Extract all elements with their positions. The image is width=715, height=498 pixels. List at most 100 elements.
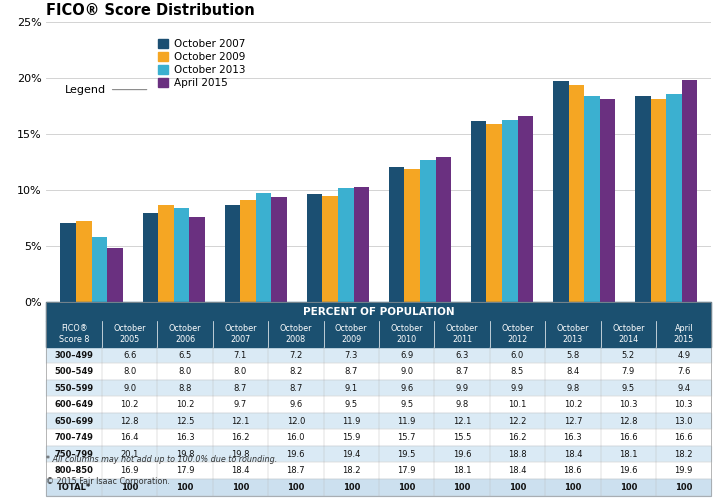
- Bar: [240, 201, 256, 302]
- Text: 100: 100: [453, 483, 470, 492]
- Text: 16.0: 16.0: [287, 433, 305, 442]
- Text: 500–549: 500–549: [54, 367, 94, 376]
- Text: 19.9: 19.9: [674, 466, 693, 475]
- Bar: [307, 194, 322, 302]
- Text: 16.9: 16.9: [120, 466, 139, 475]
- Text: 18.4: 18.4: [508, 466, 527, 475]
- Text: 100: 100: [287, 483, 305, 492]
- Bar: [601, 321, 656, 347]
- Text: 9.4: 9.4: [677, 383, 690, 392]
- Bar: [61, 223, 76, 302]
- Bar: [471, 121, 486, 302]
- Text: 19.6: 19.6: [619, 466, 638, 475]
- Text: October
2011: October 2011: [446, 324, 478, 344]
- Text: 16.4: 16.4: [120, 433, 139, 442]
- Bar: [502, 120, 518, 302]
- Text: 100: 100: [675, 483, 692, 492]
- Bar: [268, 321, 323, 347]
- Text: 5.2: 5.2: [622, 351, 635, 360]
- Bar: [46, 413, 711, 429]
- Text: 7.3: 7.3: [345, 351, 358, 360]
- Bar: [600, 99, 616, 302]
- Text: 12.5: 12.5: [176, 417, 194, 426]
- Text: 8.4: 8.4: [566, 367, 580, 376]
- Bar: [322, 196, 338, 302]
- Bar: [46, 364, 711, 380]
- Text: 19.6: 19.6: [287, 450, 305, 459]
- Text: 19.8: 19.8: [231, 450, 250, 459]
- Text: 18.2: 18.2: [674, 450, 693, 459]
- Text: October
2009: October 2009: [335, 324, 368, 344]
- Text: 100: 100: [121, 483, 138, 492]
- Bar: [189, 217, 205, 302]
- Text: 9.0: 9.0: [123, 383, 136, 392]
- Bar: [76, 221, 92, 302]
- Bar: [553, 81, 568, 302]
- Text: 100: 100: [232, 483, 249, 492]
- Text: 12.7: 12.7: [563, 417, 582, 426]
- Bar: [435, 157, 451, 302]
- Text: 9.9: 9.9: [511, 383, 524, 392]
- Text: 700–749: 700–749: [55, 433, 94, 442]
- Text: 18.4: 18.4: [563, 450, 582, 459]
- Text: 8.0: 8.0: [234, 367, 247, 376]
- Text: 100: 100: [620, 483, 637, 492]
- Text: TOTAL*: TOTAL*: [57, 483, 92, 492]
- Text: 100: 100: [564, 483, 581, 492]
- Text: 11.9: 11.9: [342, 417, 360, 426]
- Text: 18.2: 18.2: [342, 466, 360, 475]
- Text: October
2005: October 2005: [114, 324, 146, 344]
- Bar: [389, 167, 405, 302]
- Text: 12.1: 12.1: [231, 417, 250, 426]
- Text: 12.8: 12.8: [619, 417, 638, 426]
- Bar: [545, 321, 601, 347]
- Text: 9.9: 9.9: [455, 383, 468, 392]
- Text: 100: 100: [398, 483, 415, 492]
- Text: 15.9: 15.9: [342, 433, 360, 442]
- Text: 16.6: 16.6: [674, 433, 693, 442]
- Bar: [46, 302, 711, 321]
- Text: 6.3: 6.3: [455, 351, 469, 360]
- Text: April
2015: April 2015: [674, 324, 694, 344]
- Bar: [46, 347, 711, 364]
- Bar: [272, 197, 287, 302]
- Text: 16.2: 16.2: [508, 433, 527, 442]
- Bar: [107, 248, 123, 302]
- Text: October
2008: October 2008: [280, 324, 312, 344]
- Bar: [46, 380, 711, 396]
- Text: 600–649: 600–649: [54, 400, 94, 409]
- Text: 17.9: 17.9: [398, 466, 416, 475]
- Bar: [46, 321, 102, 347]
- Text: 9.5: 9.5: [345, 400, 358, 409]
- Text: 9.8: 9.8: [455, 400, 469, 409]
- Text: 6.5: 6.5: [178, 351, 192, 360]
- Bar: [353, 187, 369, 302]
- Bar: [486, 124, 502, 302]
- Text: 17.9: 17.9: [176, 466, 194, 475]
- Text: 13.0: 13.0: [674, 417, 693, 426]
- Bar: [666, 94, 682, 302]
- Text: 10.2: 10.2: [176, 400, 194, 409]
- Text: 8.7: 8.7: [289, 383, 302, 392]
- Text: 9.0: 9.0: [400, 367, 413, 376]
- Text: 9.5: 9.5: [622, 383, 635, 392]
- Text: October
2012: October 2012: [501, 324, 533, 344]
- Text: 10.2: 10.2: [120, 400, 139, 409]
- Text: 10.3: 10.3: [619, 400, 638, 409]
- Text: 16.6: 16.6: [619, 433, 638, 442]
- Bar: [46, 463, 711, 479]
- Text: 16.3: 16.3: [563, 433, 582, 442]
- Text: 9.5: 9.5: [400, 400, 413, 409]
- Bar: [405, 169, 420, 302]
- Text: 300–499: 300–499: [55, 351, 94, 360]
- Bar: [213, 321, 268, 347]
- Bar: [323, 321, 379, 347]
- Bar: [518, 117, 533, 302]
- Bar: [46, 396, 711, 413]
- Bar: [651, 99, 666, 302]
- Text: 4.9: 4.9: [677, 351, 690, 360]
- Bar: [174, 208, 189, 302]
- Text: 7.1: 7.1: [234, 351, 247, 360]
- Text: 5.8: 5.8: [566, 351, 580, 360]
- Text: 12.0: 12.0: [287, 417, 305, 426]
